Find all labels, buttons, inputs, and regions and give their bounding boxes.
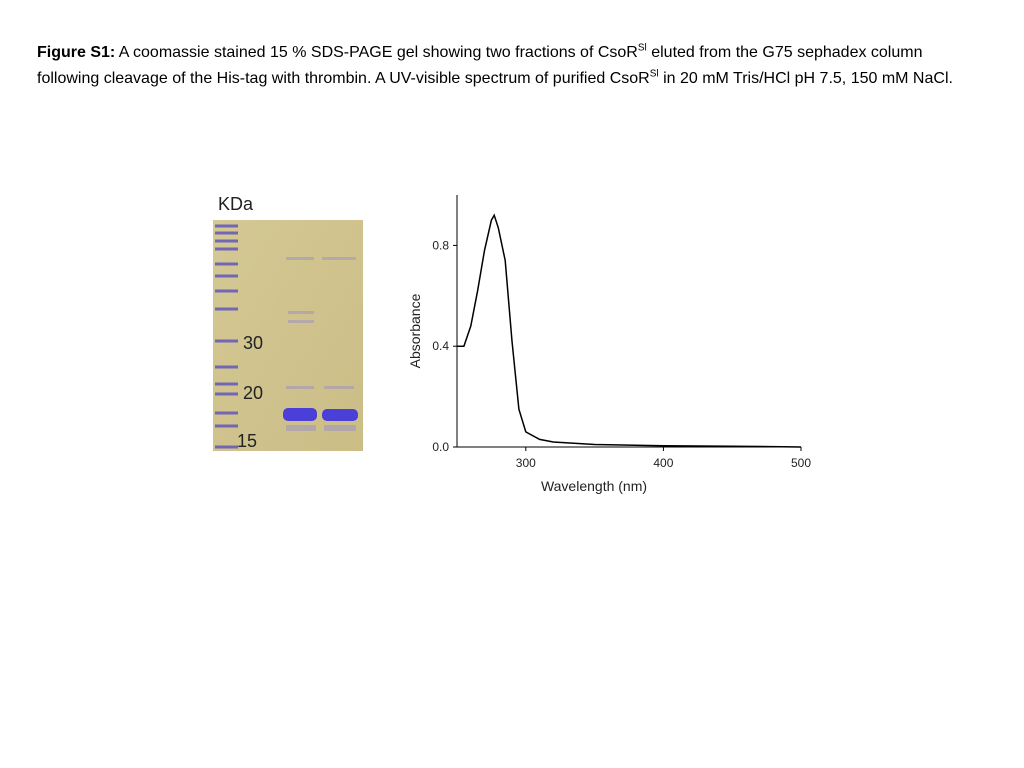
y-axis-label: Absorbance <box>407 293 423 368</box>
band <box>283 408 317 421</box>
superscript: Sl <box>637 42 647 54</box>
band <box>322 409 358 421</box>
ladder <box>215 224 238 449</box>
caption-text: eluted from the G75 sephadex column foll… <box>37 44 923 87</box>
y-tick-label: 0.8 <box>432 238 449 252</box>
x-axis-label: Wavelength (nm) <box>541 478 647 494</box>
gel: KDa 30 20 15 <box>213 194 363 451</box>
spectrum-line <box>457 213 802 448</box>
x-tick-label: 400 <box>653 456 673 470</box>
y-tick-label: 0.0 <box>432 440 449 454</box>
x-tick-label: 300 <box>516 456 536 470</box>
caption-text: A coomassie stained 15 % SDS-PAGE gel sh… <box>115 44 638 61</box>
chart: 0.0 0.4 0.8 300 400 500 Wavelength (nm) Absorba… <box>407 195 811 494</box>
y-tick-label: 0.4 <box>432 339 449 353</box>
marker-label: 30 <box>243 333 263 353</box>
superscript: Sl <box>649 68 659 80</box>
faint-bands <box>286 257 356 431</box>
marker-label: 15 <box>237 431 257 451</box>
caption: Figure S1: A coomassie stained 15 % SDS-… <box>37 40 987 92</box>
x-tick-label: 500 <box>791 456 811 470</box>
caption-text: in 20 mM Tris/HCl pH 7.5, 150 mM NaCl. <box>658 70 953 87</box>
caption-label: Figure S1: <box>37 44 116 61</box>
gel-unit: KDa <box>218 194 254 214</box>
marker-label: 20 <box>243 383 263 403</box>
